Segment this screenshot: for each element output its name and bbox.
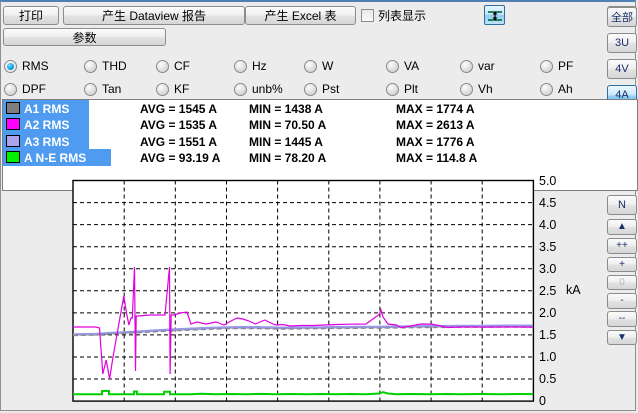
svg-text:1.0: 1.0 bbox=[539, 350, 556, 364]
svg-text:4.5: 4.5 bbox=[539, 196, 556, 210]
svg-text:1.5: 1.5 bbox=[539, 328, 556, 342]
svg-text:2.5: 2.5 bbox=[539, 284, 556, 298]
svg-text:5.0: 5.0 bbox=[539, 174, 556, 188]
svg-text:kA: kA bbox=[566, 283, 581, 297]
svg-text:3.5: 3.5 bbox=[539, 240, 556, 254]
svg-text:0: 0 bbox=[539, 394, 546, 408]
svg-text:2.0: 2.0 bbox=[539, 306, 556, 320]
svg-text:0.5: 0.5 bbox=[539, 372, 556, 386]
svg-text:4.0: 4.0 bbox=[539, 218, 556, 232]
svg-text:3.0: 3.0 bbox=[539, 262, 556, 276]
